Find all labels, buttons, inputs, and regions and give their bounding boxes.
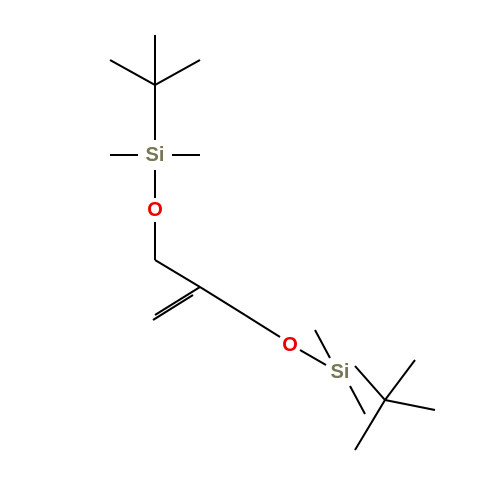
atom-O1: O xyxy=(147,199,163,221)
bond xyxy=(385,400,435,410)
bond xyxy=(355,366,385,400)
bond xyxy=(155,260,200,287)
atoms: Si O O Si xyxy=(146,144,350,383)
bond xyxy=(153,295,193,320)
bond xyxy=(245,315,280,337)
bond xyxy=(110,60,155,85)
atom-Si2: Si xyxy=(331,361,350,383)
bond xyxy=(155,60,200,85)
bond xyxy=(350,386,365,414)
atom-Si1: Si xyxy=(146,144,165,166)
bond xyxy=(315,330,330,358)
bond xyxy=(385,360,415,400)
bonds xyxy=(110,35,435,450)
bond xyxy=(355,400,385,450)
bond xyxy=(155,287,200,315)
molecule-diagram: Si O O Si xyxy=(0,0,500,500)
atom-O2: O xyxy=(282,334,298,356)
bond xyxy=(300,350,326,365)
bond xyxy=(200,287,245,315)
